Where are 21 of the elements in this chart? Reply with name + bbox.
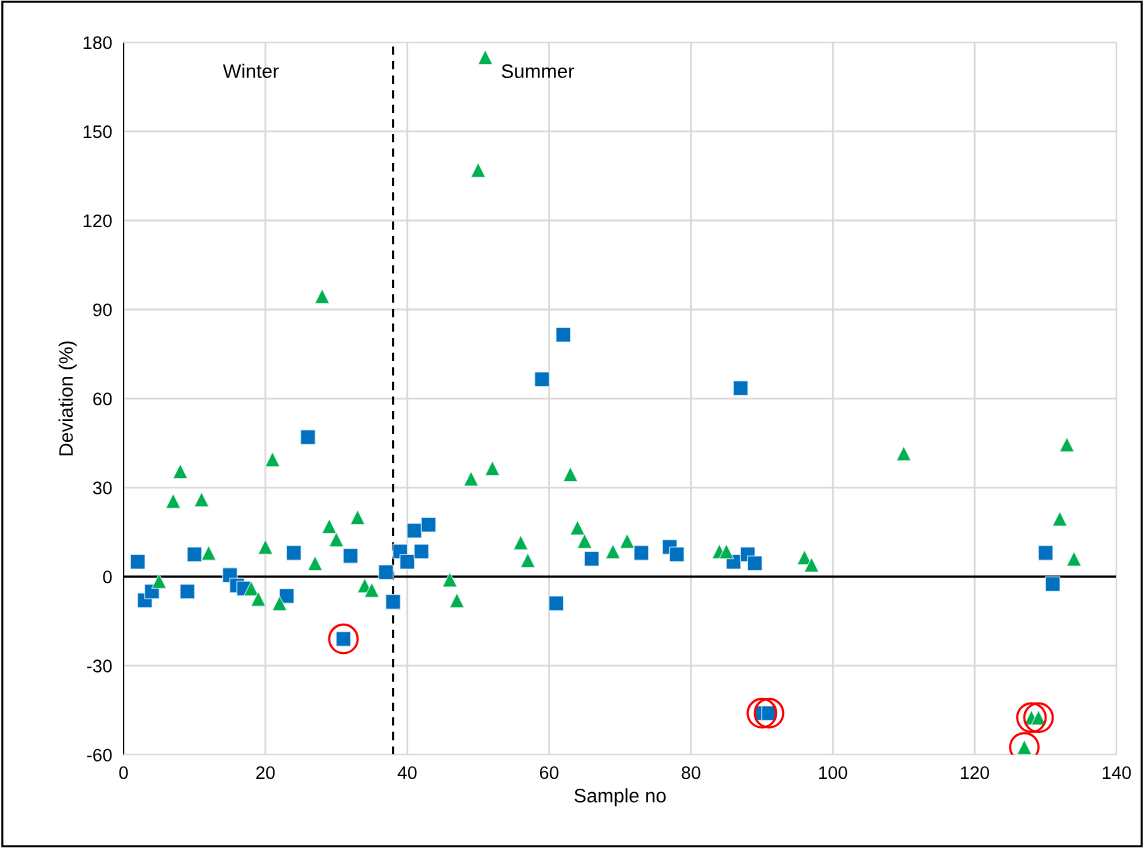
y-axis-title: Deviation (%) (58, 341, 77, 456)
x-tick-label: 0 (119, 766, 128, 780)
y-tick-label: -60 (87, 748, 112, 762)
x-tick-label: 120 (961, 766, 990, 780)
annotation: Winter (222, 63, 279, 79)
x-tick-label: 60 (540, 766, 559, 780)
annotation: Summer (501, 64, 575, 79)
y-tick-label: 30 (93, 481, 112, 495)
y-tick-label: 120 (83, 214, 112, 228)
y-tick-label: -30 (87, 659, 112, 673)
x-tick-label: 140 (1102, 766, 1131, 780)
x-tick-label: 40 (397, 766, 417, 780)
x-tick-label: 80 (681, 766, 701, 780)
y-tick-label: 60 (93, 392, 112, 406)
y-tick-label: 90 (93, 303, 112, 317)
y-tick-label: 180 (83, 36, 112, 50)
x-axis-title: Sample no (574, 788, 666, 807)
y-tick-label: 150 (83, 125, 112, 139)
x-tick-label: 20 (256, 766, 275, 780)
x-tick-label: 100 (819, 766, 848, 780)
y-tick-label: 0 (103, 570, 112, 584)
